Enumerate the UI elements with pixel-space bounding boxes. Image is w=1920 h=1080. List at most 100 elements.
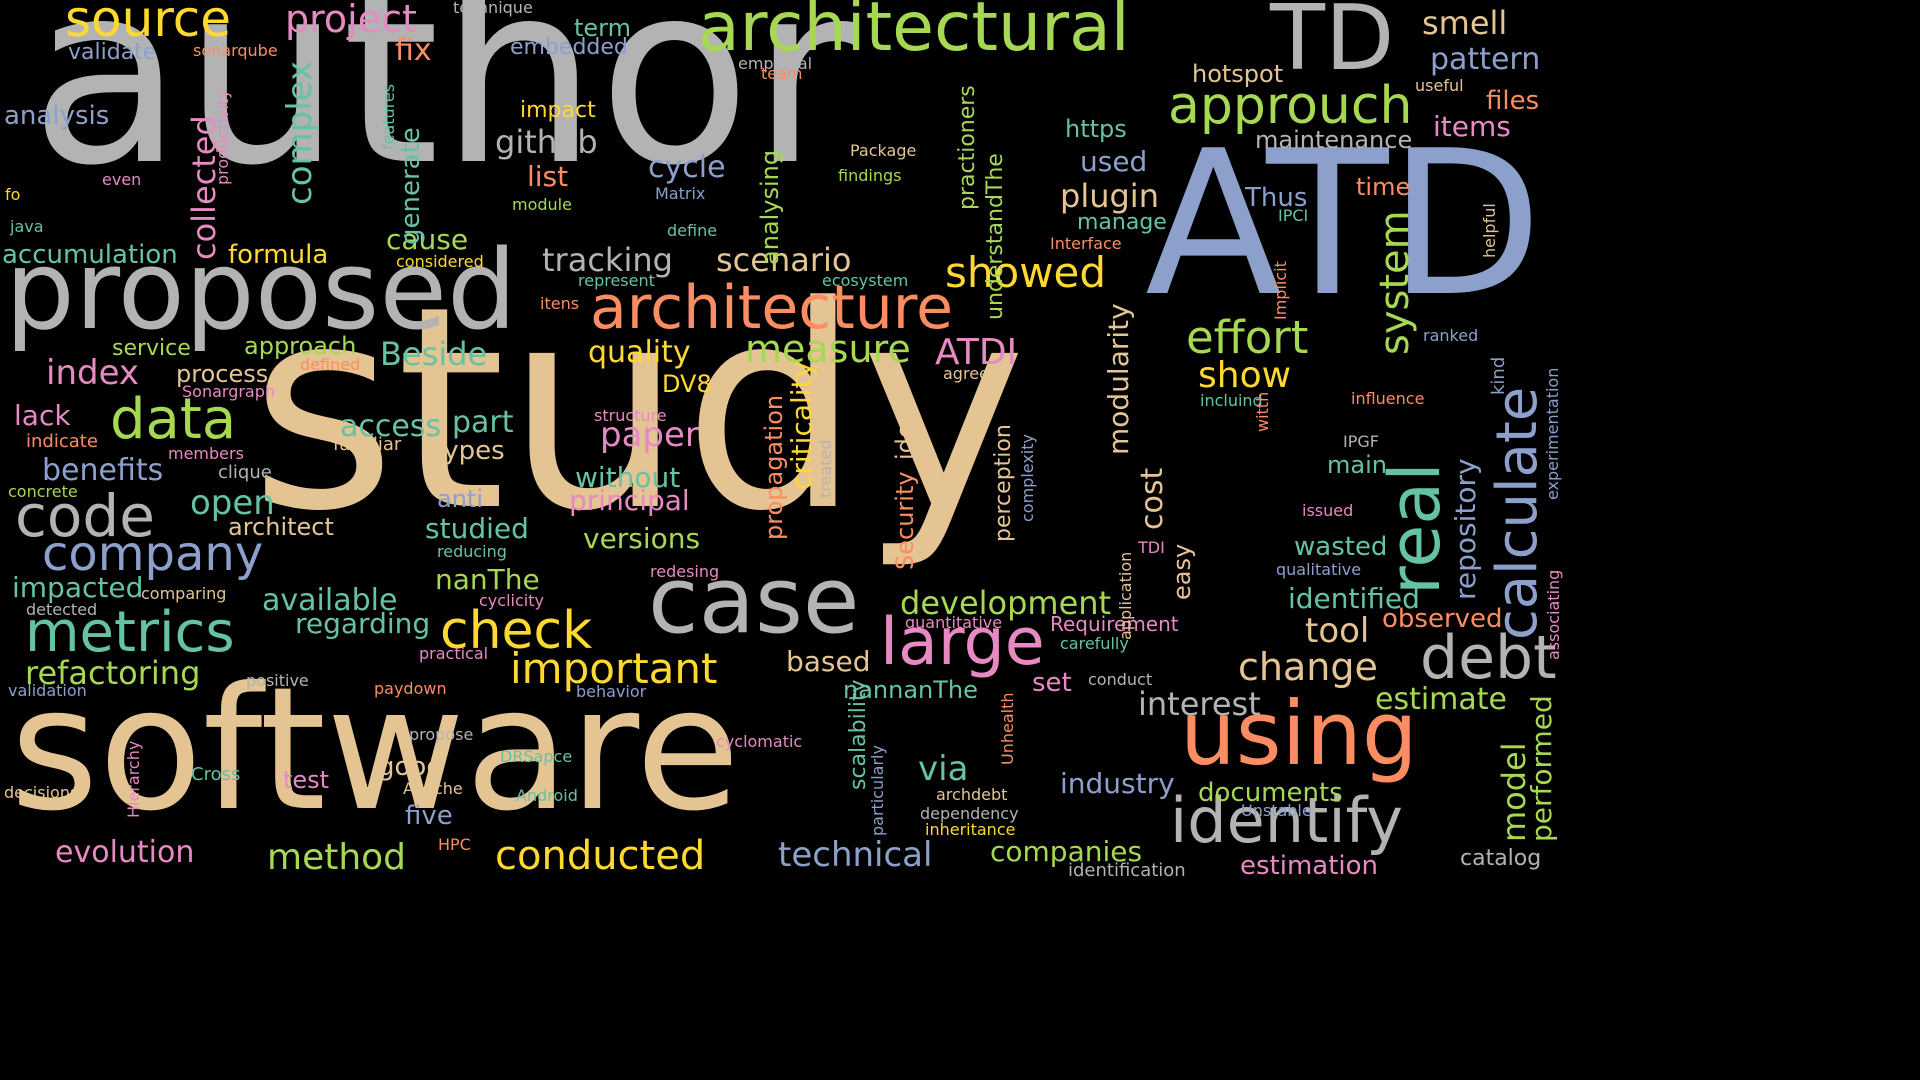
word-kind: kind (1488, 356, 1509, 395)
word-features: features (379, 83, 398, 150)
word-performed: performed (1525, 695, 1558, 842)
word-test: test (283, 766, 330, 794)
word-ecosystem: ecosystem (822, 271, 909, 290)
word-effort: effort (1186, 311, 1309, 364)
word-paydown: paydown (374, 679, 447, 698)
word-pattern: pattern (1430, 42, 1541, 77)
word-sonarqube: sonarqube (193, 41, 278, 60)
word-refactoring: refactoring (25, 654, 201, 692)
word-scenario: scenario (716, 241, 852, 279)
word-conduct: conduct (1088, 670, 1153, 689)
word-clique: clique (218, 462, 272, 483)
word-identify: identify (1170, 784, 1403, 857)
word-maintenance: maintenance (1255, 126, 1413, 154)
word-tool: tool (1305, 611, 1370, 651)
word-validate: validate (68, 40, 157, 65)
word-useful: useful (1415, 76, 1464, 95)
word-index: index (46, 353, 140, 393)
word-security: Security (891, 471, 919, 570)
word-method: method (267, 837, 407, 878)
word-check: check (440, 601, 593, 661)
word-cyclomatic: cyclomatic (716, 732, 803, 751)
word-fix: fix (395, 33, 432, 68)
word-lack: lack (14, 399, 71, 432)
word-modularity: modularity (1102, 303, 1135, 455)
word-beside: Beside (380, 335, 488, 373)
word-good: good (378, 752, 443, 782)
word-dependency: dependency (920, 804, 1019, 823)
word-productivity: productivity (213, 89, 232, 185)
word-detected: detected (26, 600, 98, 619)
word-quality: quality (588, 335, 691, 370)
word-practioners: practioners (955, 85, 980, 210)
word-reducing: reducing (437, 542, 507, 561)
word-module: module (512, 195, 572, 214)
word-without: without (575, 461, 681, 494)
word-architecture: architecture (590, 273, 954, 343)
word-findings: findings (838, 166, 902, 185)
word-cause: cause (386, 223, 469, 256)
word-team: team (761, 64, 803, 83)
word-based: based (786, 645, 871, 678)
word-concrete: concrete (8, 482, 78, 501)
word-author: author (30, 0, 854, 220)
word-embedded: embedded (510, 35, 628, 60)
word-study: study (250, 247, 1027, 573)
word-dv8: DV8 (662, 370, 712, 398)
word-estimate: estimate (1375, 682, 1508, 717)
word-using: using (1180, 682, 1418, 785)
word-generate: generate (396, 127, 426, 245)
word-proposed: proposed (5, 226, 517, 354)
word-types: types (433, 436, 505, 466)
word-analysis: analysis (4, 101, 110, 131)
word-impacted: impacted (12, 571, 144, 604)
word-nanthe: nanThe (435, 563, 540, 596)
word-inheritance: inheritance (925, 820, 1016, 839)
word-smell: smell (1422, 4, 1508, 42)
word-industry: industry (1060, 767, 1175, 800)
word-data: data (110, 387, 237, 452)
word-service: service (112, 336, 191, 361)
word-cross: Cross (191, 764, 241, 785)
word-architectural: architectural (698, 0, 1130, 67)
word-propagation: propagation (760, 394, 788, 540)
word-agreed: agreed (943, 364, 1000, 383)
word-main: main (1327, 451, 1387, 479)
word-nannanthe: nannanThe (843, 676, 978, 704)
word-system: system (1372, 210, 1418, 355)
word-access: access (340, 409, 442, 444)
word-source: source (65, 0, 232, 48)
word-ipgf: IPGF (1343, 432, 1379, 451)
word-real: real (1374, 462, 1456, 595)
word-used: used (1080, 145, 1148, 178)
word-validation: validation (8, 681, 87, 700)
word-approuch: approuch (1168, 76, 1413, 136)
word-ipci: IPCI (1278, 206, 1309, 225)
word-term: term (574, 14, 631, 42)
word-measure: measure (745, 327, 911, 371)
word-ranked: ranked (1423, 326, 1479, 345)
word-define: define (667, 221, 718, 240)
word-indicate: indicate (26, 431, 98, 452)
word-hpc: HPC (438, 835, 471, 854)
word-open: open (190, 483, 275, 523)
word-decisions: decisions (4, 783, 79, 802)
word-complexity: complexity (1018, 434, 1037, 522)
word-list: list (527, 160, 569, 193)
word-hotspot: hotspot (1192, 60, 1284, 88)
word-evolution: evolution (55, 835, 195, 870)
word-issued: issued (1302, 501, 1354, 520)
word-documents: documents (1198, 778, 1343, 808)
word-debt: debt (1420, 623, 1557, 693)
word-influence: influence (1351, 389, 1425, 408)
word-https: https (1065, 115, 1127, 143)
word-practical: practical (419, 644, 489, 663)
word-structure: structure (594, 406, 667, 425)
word-apache: Apache (403, 779, 463, 798)
word-paper: paper (600, 415, 699, 455)
word-empirical: empirical (738, 54, 813, 73)
word-via: via (918, 749, 969, 789)
word-approach: approach (244, 332, 357, 360)
word-technical: technical (778, 835, 933, 875)
word-witth: witth (1253, 391, 1272, 432)
